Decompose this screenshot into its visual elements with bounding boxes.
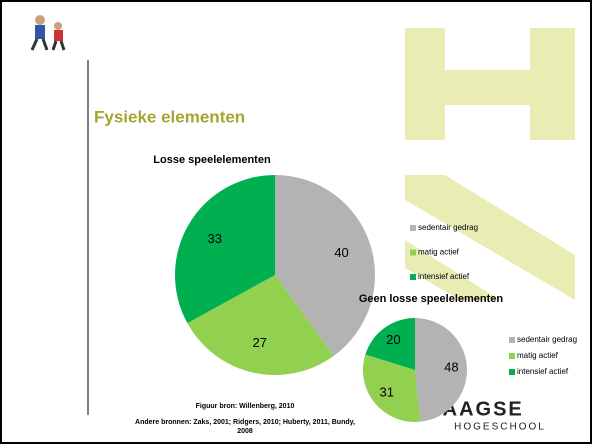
data-label: 27 [252,335,266,350]
source: Figuur bron: Willenberg, 2010 [196,403,295,410]
source: Andere bronnen: Zaks, 2001; Ridgers, 201… [135,419,355,426]
legend-swatch [410,274,416,280]
chart-title: Losse speelelementen [153,154,271,166]
slide: Fysieke elementen HAAGSE HOGESCHOOL Loss… [0,0,592,444]
slide-title: Fysieke elementen [94,107,245,126]
data-label: 31 [380,384,394,399]
data-label: 33 [208,231,222,246]
legend-label: sedentair gedrag [418,223,478,232]
legend-swatch [509,337,515,343]
legend-swatch [410,225,416,231]
chart-title: Geen losse speelelementen [359,293,504,305]
legend-label: matig actief [517,351,559,360]
data-label: 20 [386,332,400,347]
logo: HOGESCHOOL [454,422,546,433]
legend-label: sedentair gedrag [517,335,577,344]
legend-swatch [410,250,416,256]
legend-label: intensief actief [517,367,569,376]
legend-label: matig actief [418,248,460,257]
data-label: 48 [444,360,458,375]
legend-label: intensief actief [418,272,470,281]
legend-swatch [509,353,515,359]
data-label: 40 [334,245,348,260]
legend-swatch [509,369,515,375]
source: 2008 [237,428,253,435]
